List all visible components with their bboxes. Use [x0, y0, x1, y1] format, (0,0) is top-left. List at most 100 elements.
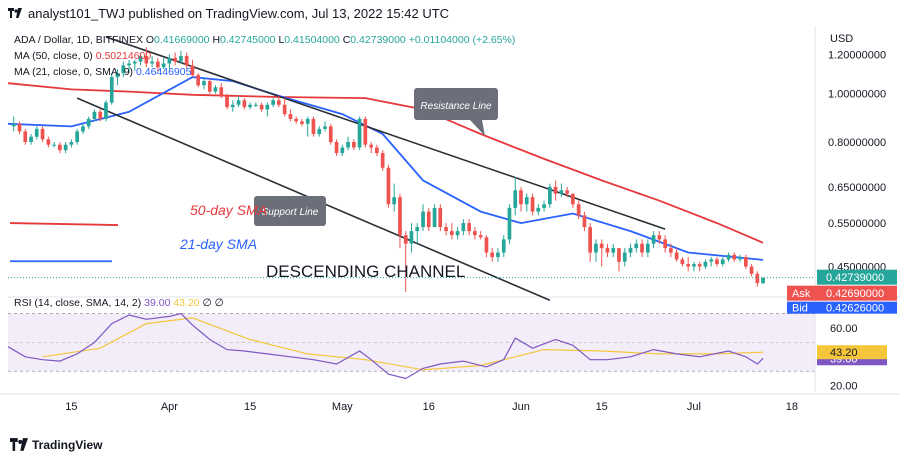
candle-body [69, 142, 74, 145]
candle-body [473, 231, 477, 236]
candle-body [709, 259, 714, 262]
candle-body [75, 131, 79, 142]
bid-tag [787, 301, 897, 314]
candle-body [179, 56, 183, 62]
publish-header: analyst101_TWJ published on TradingView.… [0, 0, 900, 26]
rsi-extra: ∅ ∅ [203, 297, 224, 309]
resistance-callout-pointer [470, 120, 485, 136]
time-tick-label: 16 [423, 401, 435, 413]
sma50-annotation: 50-day SMA [190, 202, 267, 218]
candle-body [294, 118, 298, 122]
rsi-sma-line [42, 317, 764, 371]
candle-body [46, 139, 51, 145]
candle-body [352, 142, 356, 148]
support-callout-box [254, 196, 326, 226]
candle-body [109, 77, 114, 103]
candle-body [98, 111, 103, 119]
rsi-line [7, 312, 764, 380]
candle-body [242, 100, 247, 108]
candle-body [565, 190, 569, 194]
candle-body [599, 243, 604, 249]
time-tick-label: 15 [244, 401, 256, 413]
candle-body [657, 235, 662, 240]
candle-body [686, 264, 690, 267]
candle-body [744, 257, 748, 267]
candle-body [415, 227, 420, 232]
candle-body [144, 56, 149, 64]
candle-body [52, 144, 56, 146]
candle-body [317, 128, 322, 135]
candle-body [513, 190, 518, 208]
candle-body [484, 237, 489, 253]
last-price-tag [817, 269, 897, 285]
candle-body [138, 56, 143, 62]
candle-body [703, 261, 708, 267]
candle-body [167, 57, 172, 64]
time-tick-label: Apr [161, 401, 178, 413]
candle-body [29, 136, 33, 142]
candle-body [761, 277, 765, 284]
candle-body [530, 197, 535, 212]
publish-info: analyst101_TWJ published on TradingView.… [28, 6, 450, 21]
candle-body [328, 126, 333, 143]
candle-body [403, 235, 408, 244]
candle-body [132, 61, 137, 64]
last-price-label: 0.42739000 [826, 272, 884, 284]
candle-body [444, 227, 448, 232]
candle-body [92, 111, 97, 119]
legend-low: 0.41504000 [284, 34, 342, 46]
rsi-tick-label: 20.00 [830, 381, 858, 393]
tradingview-logo-icon [10, 438, 28, 451]
price-axis-currency: USD [830, 33, 853, 45]
candle-body [213, 87, 218, 92]
candle-body [225, 95, 229, 108]
rsi-legend: RSI (14, close, SMA, 14, 2) 39.00 43.20 … [14, 297, 224, 309]
candle-body [461, 223, 466, 232]
candle-body [334, 142, 339, 154]
candle-body [438, 207, 443, 228]
candle-body [720, 259, 725, 265]
candle-body [259, 104, 264, 110]
candle-body [207, 81, 212, 92]
candle-body [202, 81, 206, 86]
candle-body [156, 61, 160, 68]
rsi-sma-tag [817, 345, 887, 360]
time-tick-label: 15 [65, 401, 77, 413]
candle-body [115, 73, 120, 78]
price-tick-label: 0.80000000 [828, 137, 886, 149]
legend-ma50-label: MA (50, close, 0) [14, 50, 96, 62]
ma50-sample-line [9, 222, 119, 226]
candle-body [646, 243, 650, 253]
candle-body [732, 254, 737, 260]
candle-body [265, 104, 270, 110]
candle-body [611, 248, 616, 253]
candle-body [58, 144, 62, 151]
candle-body [219, 87, 224, 96]
candle-body [300, 121, 304, 124]
candle-body [23, 131, 28, 142]
candle-body [127, 63, 131, 66]
legend-symbol-name: ADA / Dollar, 1D, BITFINEX [14, 34, 146, 46]
candle-body [542, 204, 546, 208]
candle-body [230, 104, 235, 108]
candle-body [669, 248, 673, 253]
candle-body [715, 259, 719, 265]
candle-body [697, 264, 702, 267]
candle-body [86, 118, 91, 127]
candle-body [236, 100, 241, 105]
candle-body [248, 104, 252, 108]
candle-body [455, 231, 460, 236]
ma21-line [7, 76, 764, 261]
legend-ma50-value: 0.50214600 [96, 50, 152, 62]
candle-body [173, 57, 177, 62]
candle-body [63, 144, 68, 151]
candle-body [749, 266, 754, 274]
ask-tag [787, 285, 897, 301]
legend-symbol: ADA / Dollar, 1D, BITFINEX O0.41669000 H… [14, 34, 515, 46]
legend-ma21-value: 0.46446905 [136, 66, 192, 78]
legend-ma21-label: MA (21, close, 0, SMA, 9) [14, 66, 136, 78]
candle-body [81, 126, 85, 132]
candle-body [421, 211, 425, 228]
candle-body [490, 252, 494, 258]
